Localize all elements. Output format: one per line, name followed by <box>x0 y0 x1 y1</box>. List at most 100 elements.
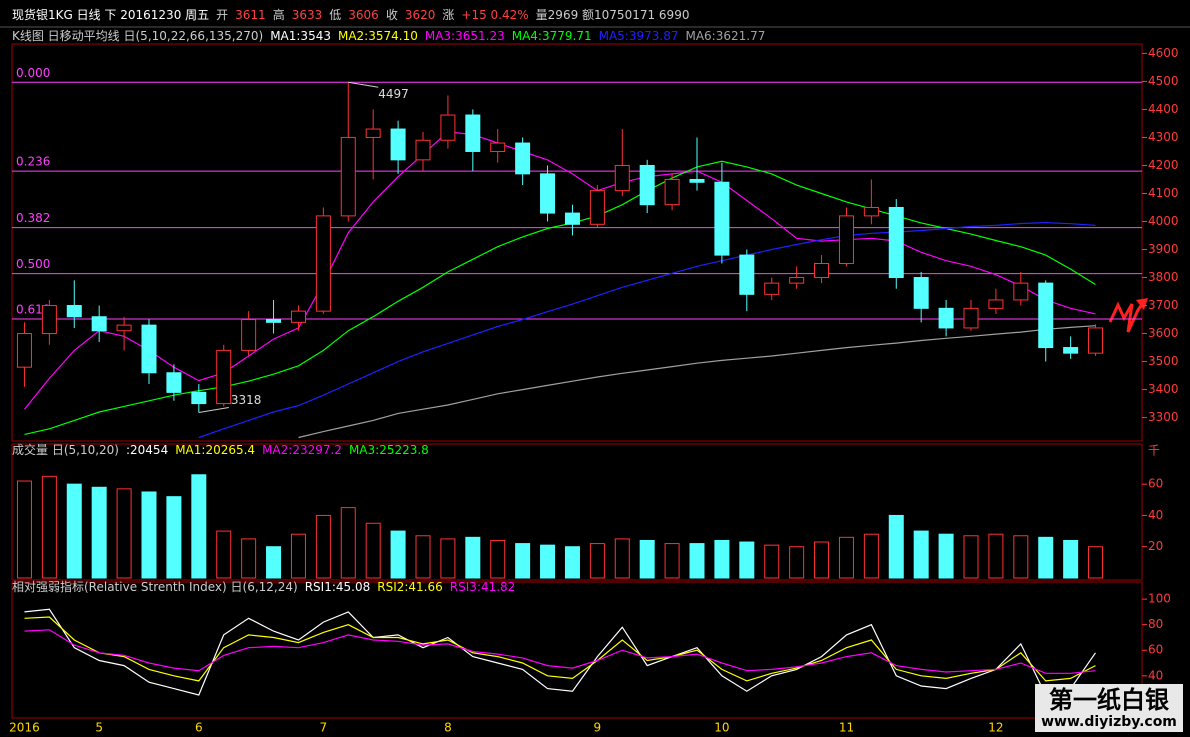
y-tick-label: 4600 <box>1148 46 1179 60</box>
candle-body <box>639 164 655 206</box>
watermark-box <box>1035 684 1183 732</box>
volume-bar <box>589 543 605 579</box>
volume-bar <box>714 539 730 579</box>
y-tick-label: 80 <box>1148 617 1163 631</box>
candle-body <box>166 372 182 393</box>
volume-bar <box>91 486 107 579</box>
candle-body <box>938 307 954 329</box>
volume-panel-frame <box>11 443 1143 581</box>
candle-body <box>838 215 854 265</box>
ma-legend-item: MA3:3651.23 <box>425 29 505 43</box>
watermark-url: www.diyizby.com <box>1041 714 1177 730</box>
rsi-line <box>24 608 1096 696</box>
candle-body <box>216 349 232 405</box>
y-tick-label: 3600 <box>1148 326 1179 340</box>
x-tick-label: 6 <box>195 721 203 735</box>
volume-bar <box>564 546 580 579</box>
volume-bar <box>365 522 381 579</box>
volume-bar <box>540 544 556 579</box>
volume-bar <box>1063 539 1079 579</box>
y-tick-label: 40 <box>1148 668 1163 682</box>
x-tick-label: 2016 <box>9 721 40 735</box>
rsi-legend-item: RSI3:41.82 <box>450 580 516 594</box>
y-tick-label: 4500 <box>1148 74 1179 88</box>
volume-bar <box>1038 536 1054 579</box>
volume-bar <box>66 483 82 579</box>
volume-bar <box>814 541 830 579</box>
header-info-item: 量2969 额10750171 6990 <box>536 8 690 22</box>
rsi-legend: 相对强弱指标(Relative Strenth Index) 日(6,12,24… <box>12 579 515 594</box>
header-info-item: 3620 <box>405 8 436 22</box>
volume-bar <box>490 539 506 579</box>
candle-body <box>515 142 531 175</box>
header-info-item: 3633 <box>292 8 323 22</box>
price-panel-frame <box>11 43 1143 442</box>
candle-body <box>266 319 282 323</box>
volume-bar <box>614 538 630 579</box>
volume-bar <box>266 546 282 579</box>
candle-body <box>1088 327 1104 354</box>
y-tick-label: 40 <box>1148 508 1163 522</box>
candle-body <box>465 114 481 152</box>
x-tick-label: 5 <box>95 721 103 735</box>
volume-legend-item: MA1:20265.4 <box>175 443 255 457</box>
candle-body <box>714 181 730 256</box>
trend-arrow <box>1108 299 1147 333</box>
x-tick-label: 7 <box>320 721 328 735</box>
candle-body <box>365 128 381 138</box>
volume-bar <box>340 507 356 579</box>
candle-body <box>888 206 904 279</box>
volume-bar <box>216 530 232 579</box>
volume-bar <box>515 543 531 579</box>
volume-bar <box>166 496 182 579</box>
candle-body <box>490 142 506 152</box>
x-tick-label: 11 <box>839 721 854 735</box>
y-tick-label: 3400 <box>1148 382 1179 396</box>
y-tick-label: 4100 <box>1148 186 1179 200</box>
ma-legend-item: MA5:3973.87 <box>599 29 679 43</box>
volume-bar <box>689 543 705 579</box>
x-tick-label: 10 <box>714 721 729 735</box>
ma-legend: K线图 日移动平均线 日(5,10,22,66,135,270) MA1:3543… <box>12 29 765 43</box>
high-annotation: 4497 <box>378 87 409 101</box>
candle-body <box>913 277 929 309</box>
header-info: 现货银1KG 日线 下 20161230 周五开 3611 高 3633 低 3606 收 3… <box>12 7 689 22</box>
candle-body <box>564 212 580 225</box>
volume-bar <box>963 535 979 579</box>
candle-body <box>415 139 431 161</box>
volume-bar <box>191 474 207 579</box>
moving-average <box>24 160 1096 435</box>
trend-arrow-head <box>1136 298 1148 310</box>
candle-body <box>1038 282 1054 349</box>
header-info-item: 现货银1KG 日线 下 20161230 周五 <box>12 7 209 22</box>
y-tick-label: 20 <box>1148 539 1163 553</box>
volume-bar <box>290 533 306 579</box>
header-info-item: +15 0.42% <box>461 8 528 22</box>
x-tick-label: 12 <box>988 721 1003 735</box>
volume-bar <box>16 480 32 579</box>
volume-bar <box>913 530 929 579</box>
volume-unit: 千 <box>1148 444 1160 458</box>
y-tick-label: 4400 <box>1148 102 1179 116</box>
candle-body <box>739 254 755 295</box>
low-annotation: 3318 <box>231 393 262 407</box>
volume-bar <box>938 533 954 579</box>
volume-bar <box>838 536 854 579</box>
ma-legend-item: MA1:3543 <box>270 29 331 43</box>
candle-body <box>814 263 830 279</box>
y-tick-label: 3700 <box>1148 298 1179 312</box>
candle-body <box>1063 347 1079 354</box>
candle-body <box>689 178 705 183</box>
fib-label: 0.618 <box>16 302 50 316</box>
candle-body <box>116 324 132 332</box>
header-info-item: 低 <box>329 8 341 22</box>
fib-label: 0.500 <box>16 257 50 271</box>
y-tick-label: 3500 <box>1148 354 1179 368</box>
moving-average <box>24 131 1096 410</box>
y-tick-label: 4000 <box>1148 214 1179 228</box>
volume-bar <box>988 533 1004 579</box>
volume-bar <box>440 538 456 579</box>
candle-body <box>589 190 605 225</box>
volume-bar <box>415 535 431 579</box>
y-tick-label: 4300 <box>1148 130 1179 144</box>
